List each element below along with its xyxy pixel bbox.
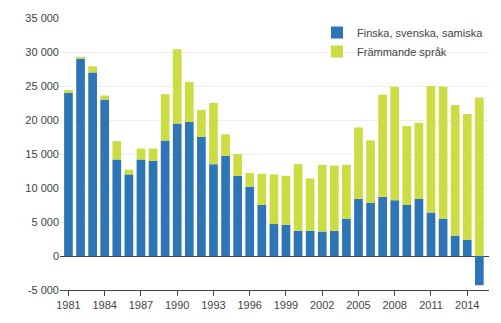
svg-text:2008: 2008 (382, 299, 406, 311)
svg-text:-5 000: -5 000 (28, 284, 59, 296)
svg-text:1993: 1993 (201, 299, 225, 311)
svg-text:10 000: 10 000 (25, 182, 59, 194)
svg-text:2002: 2002 (310, 299, 334, 311)
svg-text:30 000: 30 000 (25, 46, 59, 58)
svg-text:1990: 1990 (165, 299, 189, 311)
svg-text:1981: 1981 (56, 299, 80, 311)
svg-text:1984: 1984 (92, 299, 116, 311)
svg-text:15 000: 15 000 (25, 148, 59, 160)
svg-text:Främmande språk: Främmande språk (357, 46, 447, 58)
svg-text:2011: 2011 (419, 299, 443, 311)
svg-text:20 000: 20 000 (25, 114, 59, 126)
svg-text:2014: 2014 (455, 299, 479, 311)
svg-text:1987: 1987 (129, 299, 153, 311)
svg-text:Finska, svenska, samiska: Finska, svenska, samiska (357, 27, 483, 39)
svg-text:5 000: 5 000 (31, 216, 59, 228)
svg-text:35 000: 35 000 (25, 12, 59, 24)
svg-text:1999: 1999 (274, 299, 298, 311)
svg-text:1996: 1996 (237, 299, 261, 311)
svg-text:25 000: 25 000 (25, 80, 59, 92)
svg-text:0: 0 (53, 250, 59, 262)
svg-text:2005: 2005 (346, 299, 370, 311)
